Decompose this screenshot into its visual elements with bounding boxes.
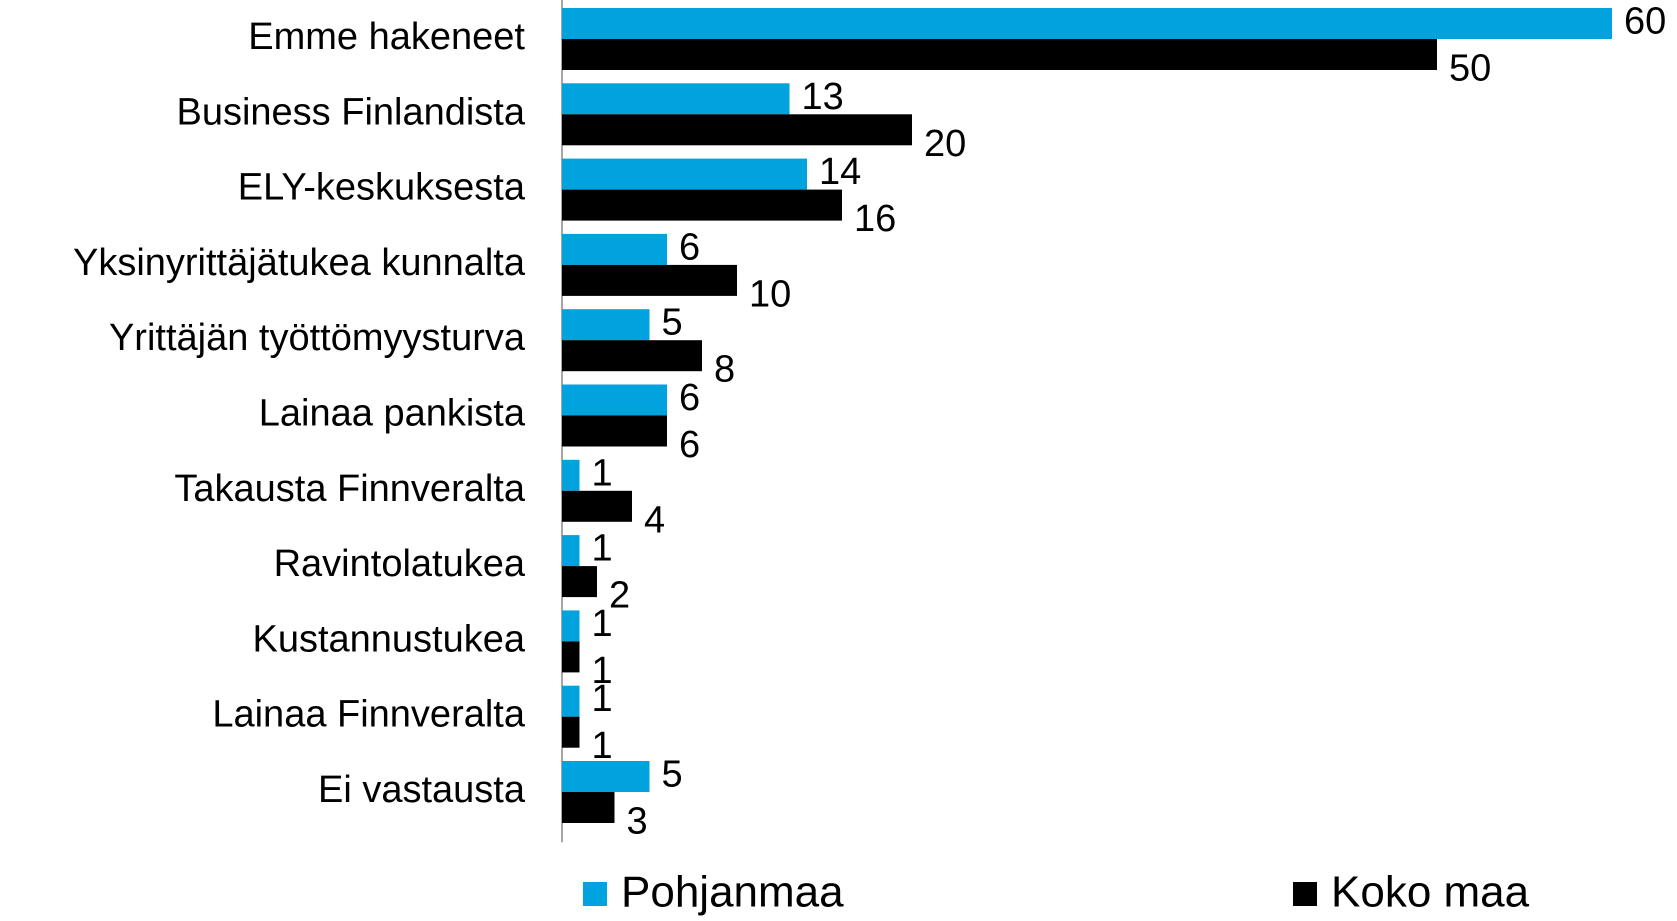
bar — [562, 459, 580, 491]
bar — [562, 189, 842, 221]
bar — [562, 39, 1437, 70]
value-label: 10 — [749, 273, 791, 315]
value-label: 1 — [592, 528, 613, 570]
category-label: Ravintolatukea — [274, 543, 526, 585]
category-label: Emme hakeneet — [248, 16, 525, 58]
legend-label: Koko maa — [1331, 868, 1530, 917]
bar — [562, 685, 580, 717]
category-label: Yrittäjän työttömyysturva — [109, 317, 526, 359]
bar — [562, 610, 580, 642]
bar — [562, 641, 580, 673]
category-label: ELY-keskuksesta — [238, 167, 526, 209]
value-label: 16 — [854, 198, 896, 240]
bar — [562, 83, 790, 115]
legend-swatch — [583, 882, 607, 906]
value-label: 1 — [592, 603, 613, 645]
value-label: 6 — [679, 424, 700, 466]
value-label: 1 — [592, 725, 613, 767]
legend-swatch — [1293, 882, 1317, 906]
bar — [562, 384, 667, 416]
value-label: 50 — [1449, 48, 1491, 90]
value-label: 5 — [662, 754, 683, 796]
bar — [562, 792, 615, 823]
bar — [562, 490, 632, 522]
category-label: Lainaa Finnveralta — [212, 694, 526, 736]
bar — [562, 761, 650, 792]
bar — [562, 158, 807, 190]
value-label: 3 — [627, 801, 648, 843]
bar — [562, 566, 597, 598]
value-label: 1 — [592, 452, 613, 494]
value-label: 6 — [679, 226, 700, 268]
value-label: 20 — [924, 123, 966, 165]
bar — [562, 8, 1612, 39]
category-label: Lainaa pankista — [259, 393, 526, 435]
category-label: Yksinyrittäjätukea kunnalta — [73, 242, 526, 284]
category-label: Takausta Finnveralta — [174, 468, 525, 510]
value-label: 60 — [1624, 1, 1666, 43]
bar — [562, 114, 912, 146]
value-label: 5 — [662, 302, 683, 344]
value-label: 14 — [819, 151, 861, 193]
legend-label: Pohjanmaa — [621, 868, 844, 917]
value-label: 8 — [714, 349, 735, 391]
value-label: 2 — [609, 575, 630, 617]
bar — [562, 309, 650, 341]
bar — [562, 264, 737, 296]
value-label: 13 — [802, 76, 844, 118]
value-label: 1 — [592, 678, 613, 720]
value-label: 6 — [679, 377, 700, 419]
bar — [562, 340, 702, 372]
bar — [562, 233, 667, 265]
value-label: 1 — [592, 650, 613, 692]
bar — [562, 716, 580, 748]
category-label: Ei vastausta — [318, 769, 526, 811]
bar — [562, 535, 580, 567]
category-label: Business Finlandista — [176, 91, 525, 133]
category-label: Kustannustukea — [252, 618, 525, 660]
bar — [562, 415, 667, 447]
value-label: 4 — [644, 499, 665, 541]
